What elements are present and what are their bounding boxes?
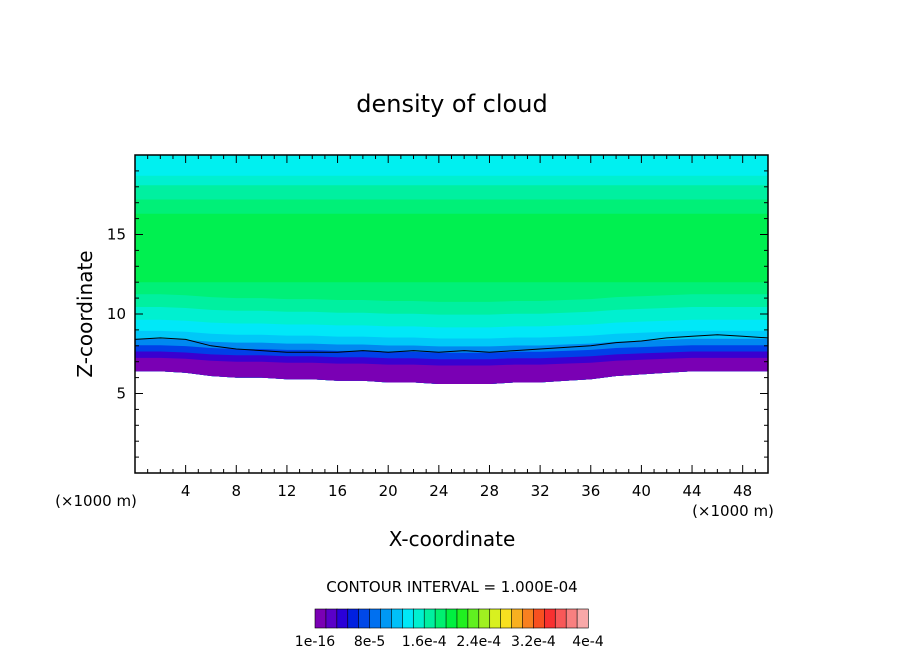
colorbar-swatch xyxy=(369,608,382,629)
colorbar-swatch xyxy=(511,608,524,629)
contour-band-1 xyxy=(135,357,768,384)
colorbar-swatch xyxy=(347,608,360,629)
axis-ticks xyxy=(135,155,768,473)
colorbar-label: 1.6e-4 xyxy=(402,634,447,650)
colorbar-label: 3.2e-4 xyxy=(511,634,556,650)
x-unit-label-left: (×1000 m) xyxy=(55,492,137,510)
x-tick-label: 36 xyxy=(581,482,600,500)
colorbar-swatch xyxy=(412,608,425,629)
x-axis-label: X-coordinate xyxy=(389,527,516,551)
plot-area xyxy=(134,154,769,474)
y-tick-label: 5 xyxy=(116,385,126,403)
contour-interval-text: CONTOUR INTERVAL = 1.000E-04 xyxy=(326,578,577,596)
chart-title: density of cloud xyxy=(356,90,547,118)
x-tick-label: 28 xyxy=(480,482,499,500)
colorbar-swatch xyxy=(533,608,545,629)
x-tick-label: 12 xyxy=(277,482,296,500)
colorbar-swatch xyxy=(445,608,458,629)
contour-line xyxy=(135,334,768,353)
colorbar-swatch xyxy=(325,608,338,629)
colorbar-labels: 1e-16 8e-5 1.6e-4 2.4e-4 3.2e-4 4e-4 xyxy=(295,634,604,650)
x-tick-label: 16 xyxy=(328,482,347,500)
x-unit-label-right: (×1000 m) xyxy=(692,502,774,520)
contour-bands xyxy=(135,155,768,384)
colorbar-label: 8e-5 xyxy=(354,634,385,650)
colorbar-swatch xyxy=(478,608,491,629)
colorbar-swatch xyxy=(544,608,556,629)
colorbar-swatch xyxy=(434,608,447,629)
x-tick-label: 20 xyxy=(379,482,398,500)
colorbar-swatch xyxy=(423,608,436,629)
colorbar-swatch xyxy=(467,608,480,629)
x-tick-label: 8 xyxy=(232,482,242,500)
colorbar-swatch xyxy=(500,608,513,629)
colorbar-label: 2.4e-4 xyxy=(456,634,501,650)
colorbar xyxy=(314,608,589,629)
colorbar-swatch xyxy=(336,608,349,629)
colorbar-swatch xyxy=(576,608,589,629)
colorbar-label: 1e-16 xyxy=(295,634,335,650)
x-tick-label: 48 xyxy=(733,482,752,500)
colorbar-swatch xyxy=(380,608,393,629)
y-tick-labels: 5 10 15 xyxy=(107,226,126,403)
colorbar-swatch xyxy=(456,608,469,629)
colorbar-swatch xyxy=(358,608,371,629)
x-tick-label: 44 xyxy=(682,482,701,500)
colorbar-label: 4e-4 xyxy=(572,634,604,650)
y-tick-label: 15 xyxy=(107,226,126,244)
colorbar-swatch xyxy=(489,608,502,629)
x-tick-label: 24 xyxy=(429,482,448,500)
colorbar-swatch xyxy=(522,608,534,629)
colorbar-swatch xyxy=(554,608,567,629)
colorbar-swatch xyxy=(402,608,414,629)
y-axis-label: Z-coordinate xyxy=(73,250,97,377)
x-tick-label: 40 xyxy=(632,482,651,500)
colorbar-swatch xyxy=(314,608,327,629)
x-tick-label: 32 xyxy=(531,482,550,500)
x-tick-labels: 4 8 12 16 20 24 28 32 36 40 44 48 xyxy=(181,482,752,500)
colorbar-swatch xyxy=(391,608,403,629)
x-tick-label: 4 xyxy=(181,482,191,500)
colorbar-swatch xyxy=(565,608,578,629)
y-tick-label: 10 xyxy=(107,305,126,323)
